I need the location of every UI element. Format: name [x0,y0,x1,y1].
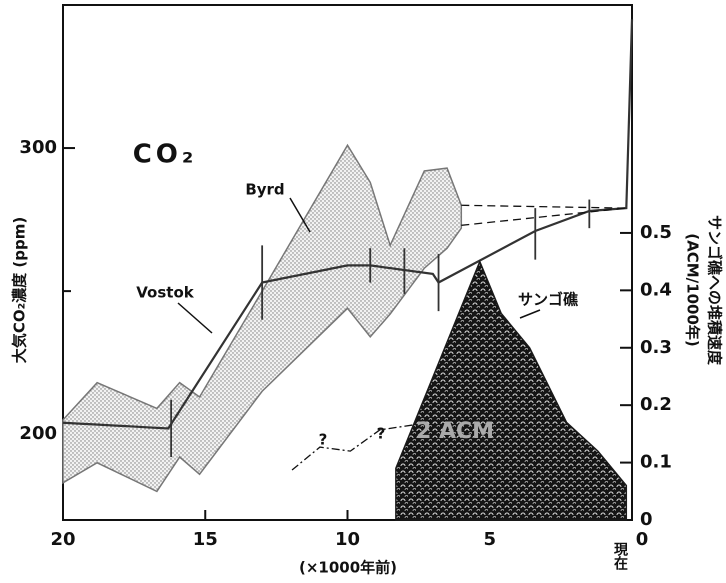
co2-label: CO₂ [133,140,198,170]
annotation: ? [377,425,386,443]
x-axis-label: (×1000年前) [299,559,397,577]
annotation: ? [319,431,328,449]
line [291,421,441,471]
x-tick-label: 10 [335,529,360,550]
y2-tick-label: 0.2 [640,394,672,415]
annotation: 2 ACM [416,419,494,444]
series-label: Vostok [136,284,194,302]
leader-line [289,197,311,233]
coral-area [395,259,628,521]
x-tick-label: 15 [193,529,218,550]
y2-tick-label: 0.4 [640,279,672,300]
leader-line [519,309,541,319]
y-tick-label: 300 [19,137,57,158]
x-tick-label: 5 [483,529,496,550]
y2-tick-label: 0.1 [640,452,672,473]
y2-axis-label: (ACM/1000年) [684,233,702,346]
y-axis-label: 大気CO₂濃度 (ppm) [11,217,29,363]
y2-tick-label: 0 [640,509,653,530]
y2-tick-label: 0.3 [640,337,672,358]
line [461,207,627,226]
y2-tick-label: 0.5 [640,222,672,243]
series-label: サンゴ礁 [518,291,578,309]
vostok-line [62,19,634,430]
series-label: Byrd [245,181,284,199]
x-tick-label: 20 [50,529,75,550]
x-tick-label: 0 [636,529,649,550]
line [461,204,627,209]
y-tick-label: 200 [19,423,57,444]
leader-line [177,302,213,334]
y2-axis-label: サンゴ礁への堆積速度 [706,215,724,366]
x-end-label: 現在 [612,542,628,571]
